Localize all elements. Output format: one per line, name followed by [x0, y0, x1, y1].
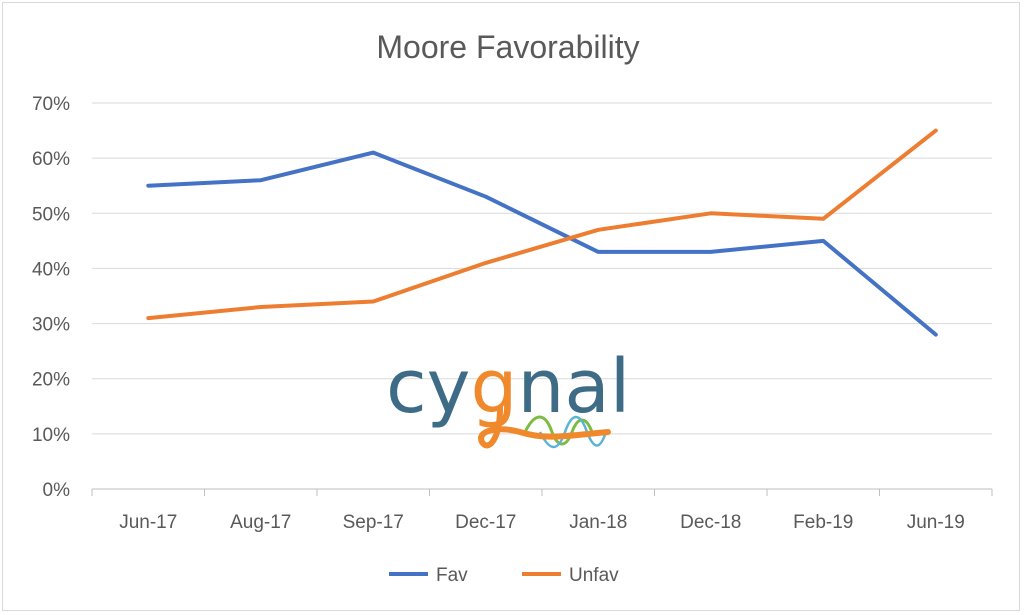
- series-line-unfav: [146, 128, 938, 321]
- x-axis: [91, 488, 993, 496]
- x-axis-ticks: Jun-17 Aug-17 Sep-17 Dec-17 Jan-18 Dec-18 Feb-…: [119, 512, 965, 533]
- gridlines: [92, 102, 992, 435]
- series-lines: [146, 128, 938, 337]
- x-tick-label: Dec-17: [455, 512, 516, 533]
- y-tick-label: 40%: [32, 259, 70, 280]
- y-tick-label: 30%: [32, 315, 70, 336]
- y-tick-label: 70%: [32, 94, 70, 115]
- x-tick-label: Jan-18: [569, 512, 627, 533]
- x-tick-label: Jun-17: [119, 512, 177, 533]
- x-tick-label: Feb-19: [793, 512, 853, 533]
- svg-text:cygnal: cygnal: [386, 344, 630, 430]
- logo-text-cy: cy: [386, 344, 470, 430]
- legend: Fav Unfav: [389, 565, 619, 586]
- y-tick-label: 10%: [32, 425, 70, 446]
- y-tick-label: 0%: [43, 480, 71, 501]
- logo-text-nal: nal: [517, 344, 630, 430]
- y-tick-label: 60%: [32, 149, 70, 170]
- x-tick-label: Sep-17: [343, 512, 404, 533]
- y-tick-label: 20%: [32, 370, 70, 391]
- chart-title: Moore Favorability: [376, 29, 639, 65]
- logo-tail-orange: [478, 405, 611, 449]
- y-axis-ticks: 0% 10% 20% 30% 40% 50% 60% 70%: [32, 94, 70, 501]
- cygnal-logo: cygnal: [386, 344, 630, 449]
- series-line-fav: [146, 150, 938, 337]
- legend-label-unfav: Unfav: [569, 565, 619, 586]
- y-tick-label: 50%: [32, 204, 70, 225]
- logo-wave-blue: [538, 415, 608, 449]
- x-tick-label: Aug-17: [230, 512, 291, 533]
- x-tick-label: Dec-18: [680, 512, 741, 533]
- x-tick-label: Jun-19: [907, 512, 965, 533]
- logo-text-g: g: [470, 344, 517, 430]
- legend-label-fav: Fav: [436, 565, 468, 586]
